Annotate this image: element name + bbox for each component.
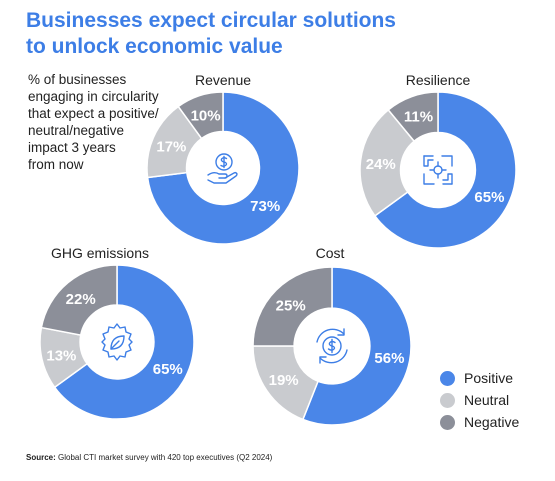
ghg-emissions-donut-hole bbox=[80, 305, 154, 379]
legend-swatch-negative bbox=[440, 414, 455, 430]
hand-coin-icon bbox=[207, 153, 238, 184]
legend-swatch-neutral bbox=[440, 392, 455, 408]
description-line-1: % of businesses bbox=[28, 72, 127, 87]
description-line-2: engaging in circularity bbox=[28, 89, 159, 104]
chart-title-ghg-emissions: GHG emissions bbox=[50, 245, 150, 261]
chart-description: % of businesses engaging in circularity … bbox=[28, 71, 188, 173]
description-line-5: impact 3 years bbox=[28, 140, 116, 155]
title-line-2: to unlock economic value bbox=[26, 35, 283, 58]
title-line-1: Businesses expect circular solutions bbox=[26, 9, 396, 32]
cost-label-negative: 25% bbox=[276, 298, 306, 315]
ghg-emissions-label-positive: 65% bbox=[153, 361, 183, 378]
cost-label-neutral: 19% bbox=[269, 372, 299, 389]
page-title: Businesses expect circular solutions to … bbox=[26, 8, 546, 60]
chart-title-revenue: Revenue bbox=[194, 72, 252, 88]
source-text: Global CTI market survey with 420 top ex… bbox=[55, 453, 273, 462]
revenue-label-positive: 73% bbox=[250, 198, 280, 215]
legend-swatch-positive bbox=[440, 370, 455, 386]
resilience-label-positive: 65% bbox=[474, 189, 504, 206]
revenue-label-neutral: 17% bbox=[156, 139, 186, 156]
legend-item-positive: Positive bbox=[440, 368, 519, 388]
legend-item-negative: Negative bbox=[440, 412, 519, 432]
resilience-donut-hole bbox=[400, 132, 476, 208]
legend-label-negative: Negative bbox=[464, 414, 520, 430]
resilience-label-negative: 11% bbox=[404, 109, 433, 126]
resilience-label-neutral: 24% bbox=[366, 156, 396, 173]
revenue-donut-hole bbox=[186, 131, 260, 205]
description-line-6: from now bbox=[28, 157, 84, 172]
description-line-4: neutral/negative bbox=[28, 123, 125, 138]
gear-leaf-icon bbox=[101, 323, 133, 361]
source-prefix: Source: bbox=[26, 453, 56, 462]
description-line-3: that expect a positive/ bbox=[28, 106, 159, 121]
chart-title-resilience: Resilience bbox=[405, 72, 471, 88]
chart-title-cost: Cost bbox=[315, 245, 345, 261]
legend-label-positive: Positive bbox=[464, 370, 514, 386]
legend-item-neutral: Neutral bbox=[440, 390, 519, 410]
ghg-emissions-label-neutral: 13% bbox=[46, 347, 76, 364]
legend-label-neutral: Neutral bbox=[464, 392, 510, 408]
dollar-cycle-icon bbox=[316, 328, 348, 364]
puzzle-hands-icon bbox=[423, 155, 453, 185]
revenue-label-negative: 10% bbox=[191, 108, 221, 125]
source-note: Source: Global CTI market survey with 42… bbox=[26, 453, 272, 462]
ghg-emissions-label-negative: 22% bbox=[66, 291, 96, 308]
cost-label-positive: 56% bbox=[374, 350, 404, 367]
legend: Positive Neutral Negative bbox=[440, 368, 519, 434]
